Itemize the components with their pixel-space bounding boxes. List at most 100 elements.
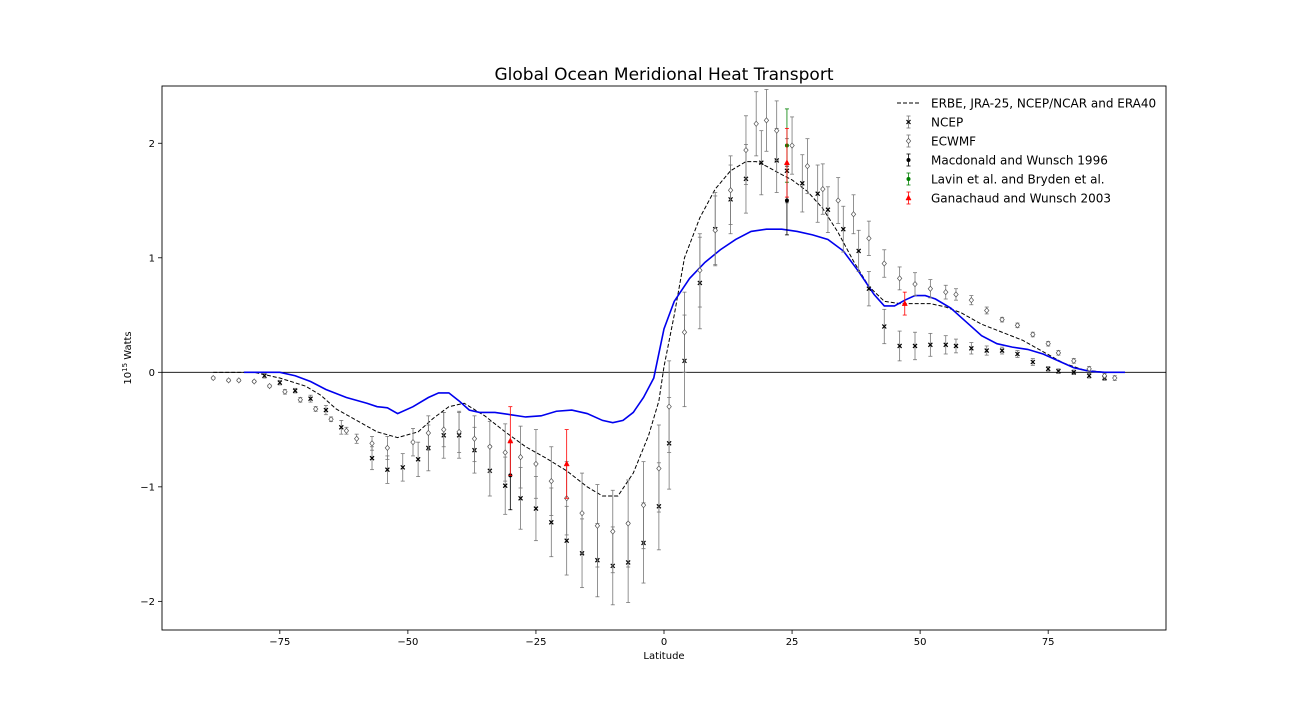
ecmwf-point: [984, 307, 990, 314]
ncep-point: [262, 373, 267, 379]
ecmwf-point: [927, 285, 934, 292]
x-tick-label: 50: [914, 637, 927, 648]
legend-item-lavin: Lavin et al. and Bryden et al.: [906, 173, 1105, 187]
ncep-point: [564, 538, 570, 544]
ncep-point: [1045, 366, 1051, 372]
legend-label-ganachaud: Ganachaud and Wunsch 2003: [931, 192, 1111, 206]
ncep-point: [400, 464, 406, 470]
ecmwf-point: [953, 291, 959, 298]
macdonald-point: [784, 198, 789, 203]
ecmwf-point: [1030, 331, 1036, 338]
ncep-point: [927, 342, 933, 348]
ecmwf-point: [517, 453, 524, 461]
x-tick-label: −25: [525, 637, 546, 648]
ncep-point-stroke: [799, 180, 805, 186]
ncep-point: [825, 207, 831, 213]
ecmwf-point: [1045, 340, 1051, 347]
ecmwf-point: [548, 477, 554, 485]
ncep-point: [984, 348, 990, 353]
ncep-point: [866, 286, 872, 292]
ncep-point-stroke: [758, 160, 764, 166]
ncep-point-stroke: [400, 464, 406, 470]
ncep-point-stroke: [815, 191, 821, 197]
legend-item-ecmwf: ECWMF: [905, 135, 976, 149]
ecmwf-point: [804, 163, 811, 170]
ecmwf-point: [210, 374, 216, 382]
legend-label-ecmwf: ECWMF: [931, 135, 976, 149]
x-tick-label: −75: [269, 637, 290, 648]
y-tick-label: −1: [140, 482, 155, 493]
ncep-point: [968, 345, 974, 351]
ecmwf-point: [743, 146, 749, 154]
legend-marker-ncep: [906, 119, 911, 125]
ganachaud-point: [783, 159, 790, 165]
ncep-point-stroke: [518, 495, 523, 501]
ncep-point-stroke: [502, 483, 508, 489]
ecmwf-point: [487, 443, 493, 450]
ncep-point-stroke: [1015, 351, 1020, 357]
ncep-point: [758, 160, 764, 166]
ncep-point-stroke: [564, 538, 570, 544]
y-tick-label: 2: [149, 139, 155, 150]
ncep-point-stroke: [384, 467, 390, 473]
ncep-point-stroke: [881, 324, 887, 329]
ncep-point: [1015, 351, 1020, 357]
ncep-point-stroke: [308, 396, 313, 402]
ncep-point-stroke: [323, 407, 329, 413]
ecmwf-point: [384, 444, 391, 452]
ecmwf-point: [328, 416, 334, 423]
ecmwf-series: [210, 89, 1118, 574]
ganachaud-point: [507, 437, 514, 444]
ecmwf-point: [789, 142, 795, 149]
ecmwf-point: [625, 520, 631, 527]
legend-label-erbe: ERBE, JRA-25, NCEP/NCAR and ERA40: [931, 97, 1156, 111]
ncep-point: [999, 348, 1005, 353]
ncep-point-stroke: [912, 343, 918, 349]
erbe-line: [213, 161, 1115, 497]
ecmwf-point: [835, 197, 841, 204]
chart-title: Global Ocean Meridional Heat Transport: [495, 65, 834, 85]
ecmwf-point: [1086, 365, 1092, 373]
ecmwf-point: [297, 396, 303, 403]
ncep-point-stroke: [1071, 369, 1077, 375]
ecmwf-point: [594, 522, 601, 529]
ncep-point-stroke: [262, 373, 267, 379]
ncep-point: [277, 380, 283, 386]
ncep-point: [369, 455, 375, 461]
ncep-point: [912, 343, 918, 349]
ecmwf-point: [896, 275, 903, 282]
ncep-point: [548, 519, 554, 525]
ncep-point: [1071, 369, 1077, 375]
legend-marker-ncep-stroke: [906, 119, 911, 125]
ncep-point: [897, 343, 903, 349]
ncep-point-stroke: [369, 455, 375, 461]
ncep-point: [518, 495, 523, 501]
legend-marker-ecmwf: [905, 137, 912, 145]
ncep-point-stroke: [984, 348, 990, 353]
legend-marker-macdonald: [906, 158, 911, 162]
ecmwf-point: [1071, 357, 1077, 365]
ecmwf-point: [533, 460, 539, 468]
ecmwf-point: [968, 297, 975, 304]
legend-marker-lavin: [906, 177, 911, 181]
legend-label-lavin: Lavin et al. and Bryden et al.: [931, 173, 1105, 187]
ecmwf-point: [502, 449, 508, 456]
ncep-point: [1030, 359, 1036, 365]
legend: ERBE, JRA-25, NCEP/NCAR and ERA40 NCEP ECW…: [897, 97, 1156, 206]
ecmwf-point: [579, 510, 585, 517]
legend-marker-ganachaud: [905, 194, 912, 201]
model-line: [243, 228, 1126, 424]
ncep-point: [799, 180, 805, 186]
ecmwf-point: [236, 377, 242, 384]
y-tick-label: 0: [149, 368, 155, 379]
ncep-point-stroke: [866, 286, 872, 292]
ecmwf-point: [820, 185, 826, 193]
legend-label-ncep: NCEP: [931, 116, 963, 130]
ecmwf-point: [266, 382, 273, 390]
ecmwf-point: [251, 378, 257, 385]
plot-area: [162, 89, 1166, 606]
ncep-point: [943, 342, 949, 348]
axis-ticks: −75 −50 −25 0 25 50 75 −2 −1 0 1 2: [140, 139, 1054, 648]
ncep-point-stroke: [338, 424, 344, 430]
